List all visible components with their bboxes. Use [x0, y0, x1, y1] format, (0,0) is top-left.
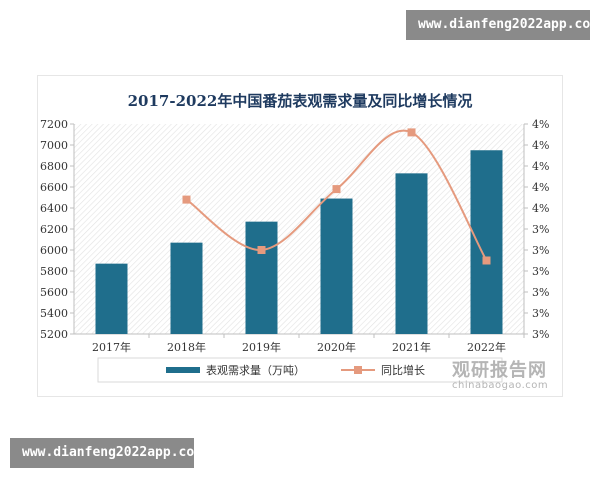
- left-tick-label: 6800: [40, 160, 68, 173]
- legend-line-marker: [354, 366, 362, 374]
- left-tick-label: 7000: [40, 139, 68, 152]
- right-tick-label: 3%: [532, 307, 549, 320]
- source-logo-cn: 观研报告网: [452, 360, 547, 381]
- source-logo: 观研报告网 chinabaogao.com: [452, 356, 548, 391]
- right-tick-label: 4%: [532, 181, 549, 194]
- chart: 2017-2022年中国番茄表观需求量及同比增长情况 5200 5400 5600 5…: [40, 92, 549, 383]
- plot-background: [74, 124, 524, 334]
- growth-marker: [407, 128, 416, 137]
- x-tick-label: 2022年: [467, 340, 506, 354]
- right-tick-label: 3%: [532, 223, 549, 236]
- right-tick-label: 4%: [532, 202, 549, 215]
- right-tick-label: 3%: [532, 328, 549, 341]
- right-tick-label: 3%: [532, 265, 549, 278]
- legend-box: [97, 357, 503, 383]
- right-tick-label: 4%: [532, 139, 549, 152]
- growth-marker: [332, 185, 341, 194]
- x-tick-label: 2021年: [392, 340, 431, 354]
- right-tick-label: 4%: [532, 118, 549, 131]
- left-tick-label: 7200: [40, 118, 68, 131]
- left-tick-label: 5800: [40, 265, 68, 278]
- growth-marker: [257, 246, 266, 254]
- bar: [395, 173, 428, 334]
- chart-card: 2017-2022年中国番茄表观需求量及同比增长情况 5200 5400 5600 5…: [37, 75, 563, 397]
- bar: [320, 198, 353, 334]
- left-tick-label: 5600: [40, 286, 68, 299]
- right-tick-label: 3%: [532, 286, 549, 299]
- legend: 表观需求量（万吨） 同比增长: [97, 357, 503, 383]
- watermark-bottom: www.dianfeng2022app.com: [10, 438, 202, 468]
- right-tick-label: 3%: [532, 244, 549, 257]
- left-tick-label: 6400: [40, 202, 68, 215]
- x-tick-label: 2020年: [317, 340, 356, 354]
- left-tick-label: 6000: [40, 244, 68, 257]
- watermark-top: www.dianfeng2022app.com: [406, 10, 598, 40]
- right-tick-label: 4%: [532, 160, 549, 173]
- x-tick-label: 2019年: [242, 340, 281, 354]
- bar: [470, 150, 503, 334]
- bar: [245, 221, 278, 334]
- bar: [170, 242, 203, 334]
- bar: [95, 263, 128, 334]
- growth-marker: [482, 256, 491, 265]
- left-tick-label: 6600: [40, 181, 68, 194]
- source-logo-en: chinabaogao.com: [452, 380, 549, 391]
- x-tick-label: 2017年: [92, 340, 131, 354]
- left-tick-label: 5200: [40, 328, 68, 341]
- left-tick-label: 5400: [40, 307, 68, 320]
- legend-bar-swatch: [166, 367, 200, 373]
- x-tick-label: 2018年: [167, 340, 206, 354]
- chart-title: 2017-2022年中国番茄表观需求量及同比增长情况: [128, 92, 473, 110]
- legend-bar-label: 表观需求量（万吨）: [206, 363, 305, 377]
- growth-marker: [182, 195, 191, 204]
- legend-line-label: 同比增长: [381, 363, 425, 377]
- left-tick-label: 6200: [40, 223, 68, 236]
